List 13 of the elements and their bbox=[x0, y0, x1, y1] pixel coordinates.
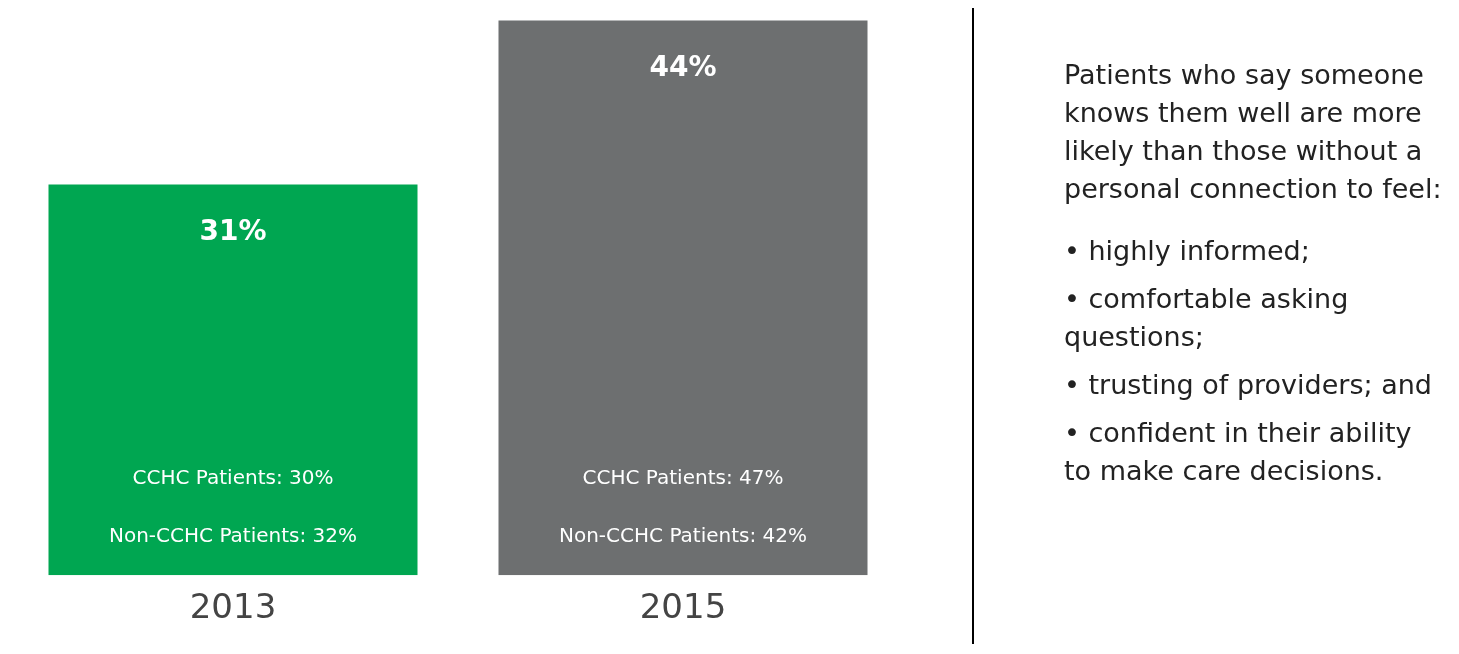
data-label: 44% bbox=[649, 49, 717, 83]
data-label: 31% bbox=[199, 213, 267, 247]
annotation: CCHC Patients: 47% bbox=[582, 465, 784, 490]
annotation: CCHC Patients: 30% bbox=[132, 465, 334, 490]
text: • comfortable asking questions; bbox=[1064, 282, 1350, 354]
x-tick-label: 2013 bbox=[189, 586, 277, 627]
text: Patients who say someone knows them well are more likely than those without a personal connection to feel: bbox=[1064, 58, 1443, 206]
x-tick-label: 2015 bbox=[639, 586, 727, 627]
text: • confident in their ability to make care decisions. bbox=[1064, 416, 1413, 488]
annotation: Non-CCHC Patients: 32% bbox=[109, 523, 357, 548]
text: • trusting of providers; and bbox=[1064, 368, 1433, 402]
annotation: Non-CCHC Patients: 42% bbox=[559, 523, 807, 548]
text: • highly informed; bbox=[1064, 234, 1311, 268]
